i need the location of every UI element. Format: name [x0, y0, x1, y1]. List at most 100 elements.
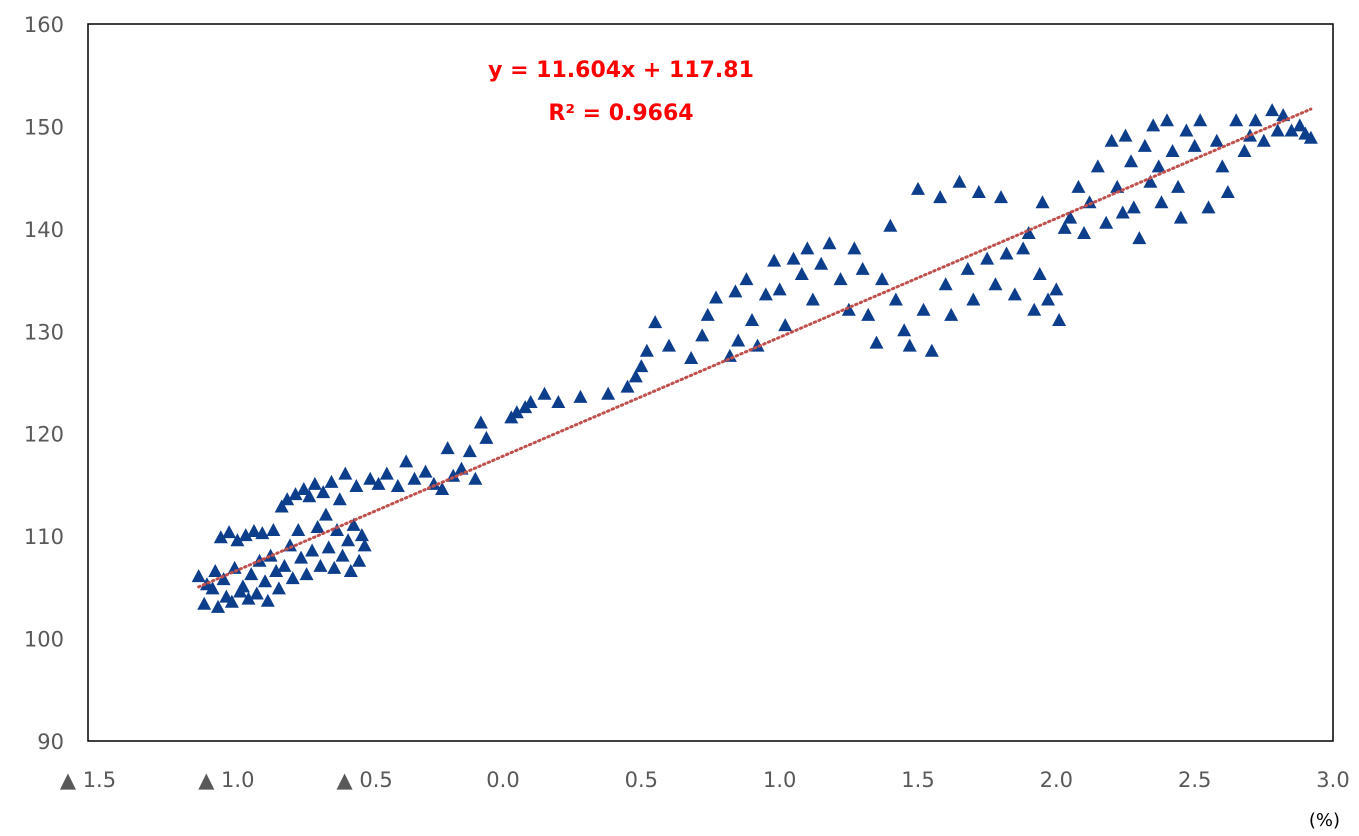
data-point: [1143, 174, 1158, 188]
data-point: [1187, 138, 1202, 152]
data-point: [952, 174, 967, 188]
x-unit-label: (%): [1309, 810, 1340, 831]
data-point: [601, 386, 616, 400]
data-point: [338, 466, 353, 480]
data-point: [1303, 130, 1318, 144]
data-point: [211, 599, 226, 613]
y-tick-label: 130: [24, 320, 64, 344]
data-point: [1220, 185, 1235, 199]
y-tick-label: 110: [24, 525, 64, 549]
data-point: [1209, 133, 1224, 147]
x-tick-label: ▲ 0.5: [337, 768, 393, 792]
data-point: [318, 507, 333, 521]
data-point: [1057, 220, 1072, 234]
data-point: [363, 471, 378, 485]
data-point: [205, 581, 220, 595]
data-point: [418, 464, 433, 478]
data-point: [847, 241, 862, 255]
data-point: [1052, 313, 1067, 327]
data-point: [841, 302, 856, 316]
data-point: [446, 468, 461, 482]
data-point: [230, 533, 245, 547]
data-point: [988, 277, 1003, 291]
x-tick-label: 1.5: [901, 768, 934, 792]
data-point: [288, 487, 303, 501]
data-point: [639, 343, 654, 357]
data-point: [316, 485, 331, 499]
data-point: [1115, 205, 1130, 219]
data-point: [341, 533, 356, 547]
data-point: [1193, 113, 1208, 127]
data-point: [728, 284, 743, 298]
data-point: [875, 272, 890, 286]
data-point: [332, 492, 347, 506]
data-point: [1099, 215, 1114, 229]
data-point: [1292, 118, 1307, 132]
data-point: [1151, 159, 1166, 173]
data-point: [354, 528, 369, 542]
trendline: [197, 107, 1313, 589]
data-point: [509, 405, 524, 419]
data-point: [1049, 282, 1064, 296]
data-point: [994, 190, 1008, 204]
y-tick-label: 160: [24, 13, 64, 37]
data-point: [523, 394, 538, 408]
data-point: [1007, 287, 1022, 301]
data-point: [1215, 159, 1230, 173]
data-point: [1027, 302, 1042, 316]
data-point: [1063, 210, 1078, 224]
trendline-equation: y = 11.604x + 117.81: [488, 58, 754, 83]
data-point: [1256, 133, 1271, 147]
y-tick-label: 150: [24, 115, 64, 139]
data-point: [238, 528, 253, 542]
data-point: [235, 579, 250, 593]
data-point: [274, 499, 289, 513]
data-point: [258, 574, 273, 588]
data-point: [902, 338, 917, 352]
data-point: [778, 318, 793, 332]
data-point: [966, 292, 981, 306]
data-point: [1137, 138, 1152, 152]
data-point: [924, 343, 939, 357]
data-point: [833, 272, 848, 286]
data-point: [197, 596, 212, 610]
data-point: [573, 389, 588, 403]
data-point: [222, 525, 237, 539]
data-point: [786, 251, 801, 265]
data-point: [255, 526, 270, 540]
data-point: [299, 567, 314, 581]
x-tick-label: 0.5: [625, 768, 658, 792]
data-point: [684, 350, 699, 364]
data-point: [208, 563, 223, 577]
data-point: [888, 292, 903, 306]
data-point: [772, 282, 787, 296]
data-point: [861, 307, 876, 321]
data-point: [1270, 123, 1285, 137]
data-point: [1118, 128, 1133, 142]
data-point: [247, 524, 261, 538]
data-point: [349, 478, 364, 492]
data-point: [869, 335, 884, 349]
data-point: [343, 563, 358, 577]
data-point: [294, 550, 309, 564]
data-point: [916, 302, 931, 316]
y-tick-labels: 90 100 110 120 130 140 150 160: [24, 13, 64, 754]
data-point: [390, 478, 405, 492]
data-point: [1071, 179, 1086, 193]
data-point: [1124, 154, 1139, 168]
data-point: [938, 277, 953, 291]
data-point: [213, 530, 228, 544]
data-point: [302, 489, 317, 503]
data-point: [800, 241, 815, 255]
data-point: [739, 272, 754, 286]
data-point: [352, 553, 367, 567]
data-point: [1104, 133, 1119, 147]
data-point: [628, 369, 643, 383]
y-tick-label: 120: [24, 423, 64, 447]
data-point: [620, 379, 635, 393]
data-point: [1154, 195, 1169, 209]
data-point: [1179, 123, 1194, 137]
data-point: [335, 548, 350, 562]
data-point: [1284, 123, 1299, 137]
